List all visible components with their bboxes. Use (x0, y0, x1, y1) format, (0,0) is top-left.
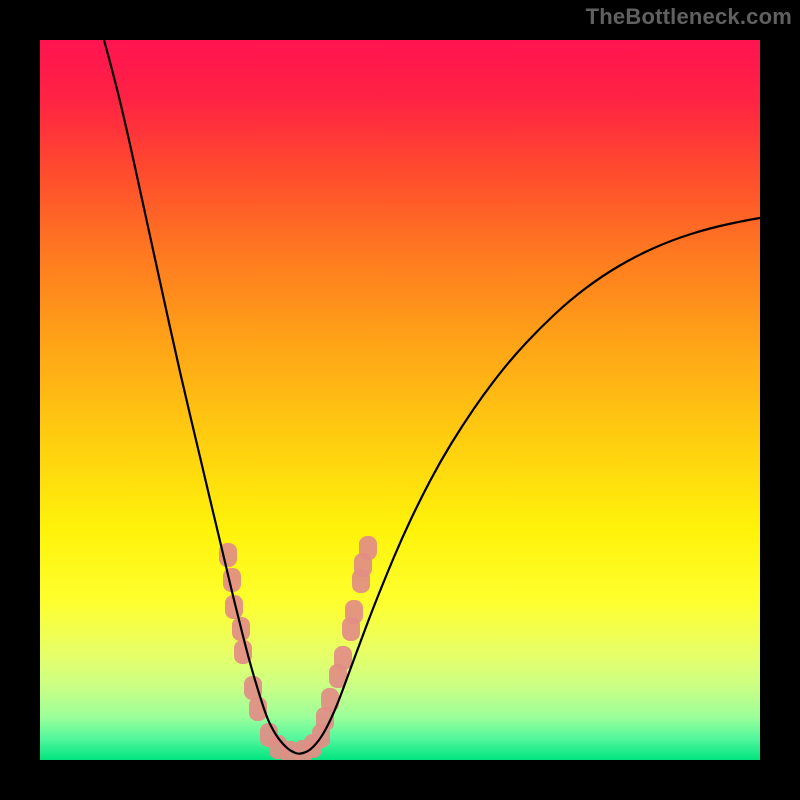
watermark-text: TheBottleneck.com (586, 4, 792, 30)
scatter-point (345, 600, 363, 624)
chart-svg (0, 0, 800, 800)
scatter-point (359, 536, 377, 560)
scatter-point (334, 646, 352, 670)
chart-stage: TheBottleneck.com (0, 0, 800, 800)
plot-background-gradient (40, 40, 760, 760)
